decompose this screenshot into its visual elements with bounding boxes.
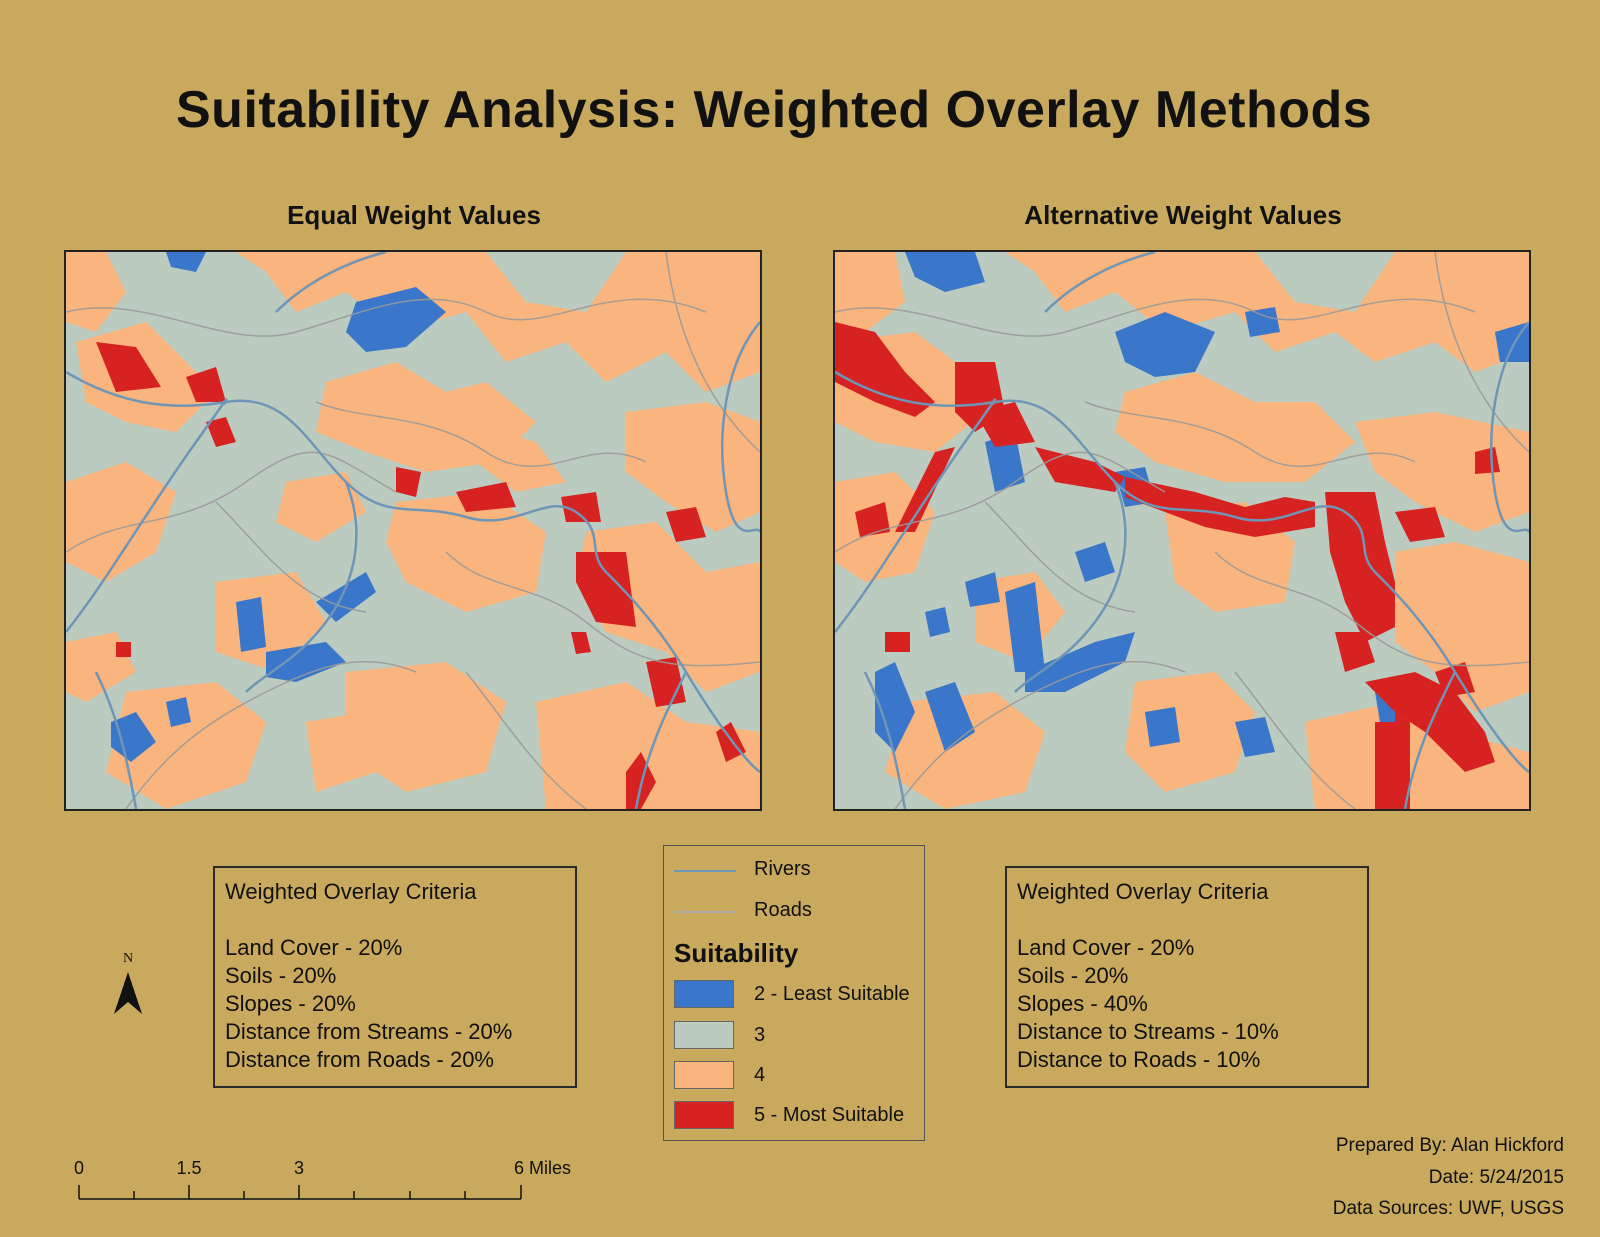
class-5-swatch [674,1101,734,1129]
legend-roads-label: Roads [754,899,812,921]
criteria-item: Distance to Streams - 10% [1017,1019,1279,1044]
legend: Rivers Roads Suitability 2 - Least Suita… [663,845,925,1141]
criteria-item: Distance to Roads - 10% [1017,1047,1261,1072]
rivers [835,252,1529,809]
criteria-item: Soils - 20% [225,963,337,988]
scale-bar-graphic: 0 1.5 3 6 Miles [74,1158,571,1200]
right-map-title: Alternative Weight Values [1024,200,1342,230]
class-2-swatch [674,980,734,1008]
alternative-weight-map [833,250,1531,811]
prepared-by: Prepared By: Alan Hickford [1335,1135,1564,1156]
rivers-line-symbol [674,870,736,872]
criteria-item: Land Cover - 20% [1017,935,1195,960]
criteria-item: Distance from Roads - 20% [225,1047,494,1072]
roads-line-symbol [674,911,736,913]
equal-weight-map [64,250,762,811]
legend-class-label: 4 [754,1064,766,1086]
equal-weight-criteria-box: Weighted Overlay Criteria Land Cover - 2… [213,866,577,1088]
suitability-class-2-areas [111,252,446,762]
legend-heading: Suitability [674,938,799,968]
scale-tick-label: 6 Miles [514,1158,571,1178]
legend-rivers-label: Rivers [754,858,811,880]
criteria-item: Slopes - 20% [225,991,356,1016]
legend-class-label: 3 [754,1024,766,1046]
suitability-class-2-areas [875,252,1529,757]
date: Date: 5/24/2015 [1428,1167,1564,1188]
criteria-heading: Weighted Overlay Criteria [225,879,477,904]
criteria-heading: Weighted Overlay Criteria [1017,879,1269,904]
equal-weight-map-raster [66,252,760,809]
scale-bar: 0 1.5 3 6 Miles [66,1155,606,1205]
legend-class-label: 2 - Least Suitable [754,983,910,1005]
class-3-swatch [674,1021,734,1049]
map-title: Suitability Analysis: Weighted Overlay M… [176,81,1373,139]
alternative-weight-map-raster [835,252,1529,809]
criteria-item: Slopes - 40% [1017,991,1148,1016]
class-4-swatch [674,1061,734,1089]
north-arrow-icon: N [114,951,142,1014]
data-sources: Data Sources: UWF, USGS [1332,1198,1564,1219]
scale-tick-label: 0 [74,1158,84,1178]
roads [66,252,760,809]
scale-tick-label: 1.5 [176,1158,201,1178]
left-map-title: Equal Weight Values [287,200,541,230]
north-label: N [123,951,133,966]
criteria-item: Distance from Streams - 20% [225,1019,513,1044]
scale-tick-label: 3 [294,1158,304,1178]
criteria-item: Soils - 20% [1017,963,1129,988]
alternative-weight-criteria-box: Weighted Overlay Criteria Land Cover - 2… [1005,866,1369,1088]
roads [835,252,1529,809]
north-arrow: N [108,948,148,1018]
legend-class-label: 5 - Most Suitable [754,1104,905,1126]
rivers [66,252,760,809]
criteria-item: Land Cover - 20% [225,935,403,960]
